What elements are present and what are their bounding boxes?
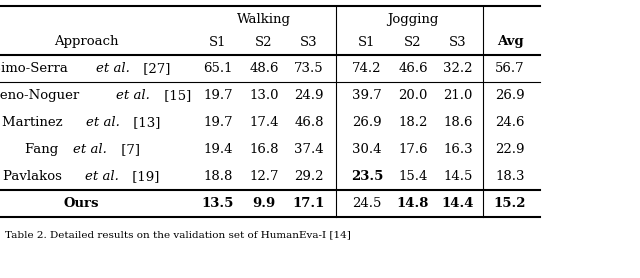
Text: Ours: Ours: [63, 197, 99, 210]
Text: [13]: [13]: [129, 116, 161, 129]
Text: 13.0: 13.0: [249, 89, 279, 102]
Text: 46.6: 46.6: [398, 62, 428, 75]
Text: 26.9: 26.9: [495, 89, 525, 102]
Text: 37.4: 37.4: [294, 143, 324, 156]
Text: 24.6: 24.6: [495, 116, 525, 129]
Text: 15.2: 15.2: [493, 197, 526, 210]
Text: 23.5: 23.5: [351, 170, 383, 183]
Text: 17.4: 17.4: [249, 116, 279, 129]
Text: 17.6: 17.6: [398, 143, 428, 156]
Text: Fang: Fang: [25, 143, 63, 156]
Text: 19.7: 19.7: [203, 89, 233, 102]
Text: 30.4: 30.4: [352, 143, 381, 156]
Text: 19.7: 19.7: [203, 116, 233, 129]
Text: 26.9: 26.9: [352, 116, 382, 129]
Text: 29.2: 29.2: [294, 170, 324, 183]
Text: S1: S1: [209, 36, 227, 48]
Text: 18.3: 18.3: [495, 170, 525, 183]
Text: 12.7: 12.7: [249, 170, 279, 183]
Text: Moreno-Noguer: Moreno-Noguer: [0, 89, 84, 102]
Text: 32.2: 32.2: [444, 62, 473, 75]
Text: 56.7: 56.7: [495, 62, 525, 75]
Text: 39.7: 39.7: [352, 89, 382, 102]
Text: Martinez: Martinez: [2, 116, 67, 129]
Text: 46.8: 46.8: [294, 116, 324, 129]
Text: 18.2: 18.2: [398, 116, 428, 129]
Text: 15.4: 15.4: [398, 170, 428, 183]
Text: [7]: [7]: [117, 143, 140, 156]
Text: 17.1: 17.1: [293, 197, 325, 210]
Text: 16.3: 16.3: [443, 143, 473, 156]
Text: Avg: Avg: [497, 36, 524, 48]
Text: 13.5: 13.5: [202, 197, 234, 210]
Text: Simo-Serra: Simo-Serra: [0, 62, 72, 75]
Text: Walking: Walking: [237, 14, 291, 26]
Text: 21.0: 21.0: [444, 89, 473, 102]
Text: 14.4: 14.4: [442, 197, 474, 210]
Text: et al.: et al.: [74, 143, 108, 156]
Text: 14.5: 14.5: [444, 170, 473, 183]
Text: 22.9: 22.9: [495, 143, 525, 156]
Text: 16.8: 16.8: [249, 143, 279, 156]
Text: S2: S2: [255, 36, 273, 48]
Text: S3: S3: [300, 36, 318, 48]
Text: [27]: [27]: [140, 62, 171, 75]
Text: et al.: et al.: [86, 116, 120, 129]
Text: et al.: et al.: [84, 170, 118, 183]
Text: S2: S2: [404, 36, 422, 48]
Text: 9.9: 9.9: [252, 197, 276, 210]
Text: 74.2: 74.2: [352, 62, 381, 75]
Text: 20.0: 20.0: [398, 89, 428, 102]
Text: 18.8: 18.8: [204, 170, 233, 183]
Text: [19]: [19]: [129, 170, 160, 183]
Text: Pavlakos: Pavlakos: [3, 170, 67, 183]
Text: Table 2. Detailed results on the validation set of HumanEva-I [14]: Table 2. Detailed results on the validat…: [5, 230, 351, 240]
Text: 14.8: 14.8: [397, 197, 429, 210]
Text: 19.4: 19.4: [204, 143, 233, 156]
Text: et al.: et al.: [95, 62, 129, 75]
Text: 48.6: 48.6: [249, 62, 279, 75]
Text: 73.5: 73.5: [294, 62, 324, 75]
Text: [15]: [15]: [159, 89, 191, 102]
Text: Jogging: Jogging: [387, 14, 438, 26]
Text: 18.6: 18.6: [444, 116, 473, 129]
Text: 24.5: 24.5: [352, 197, 381, 210]
Text: 65.1: 65.1: [204, 62, 233, 75]
Text: et al.: et al.: [116, 89, 150, 102]
Text: S1: S1: [358, 36, 376, 48]
Text: Approach: Approach: [54, 36, 118, 48]
Text: S3: S3: [449, 36, 467, 48]
Text: 24.9: 24.9: [294, 89, 324, 102]
